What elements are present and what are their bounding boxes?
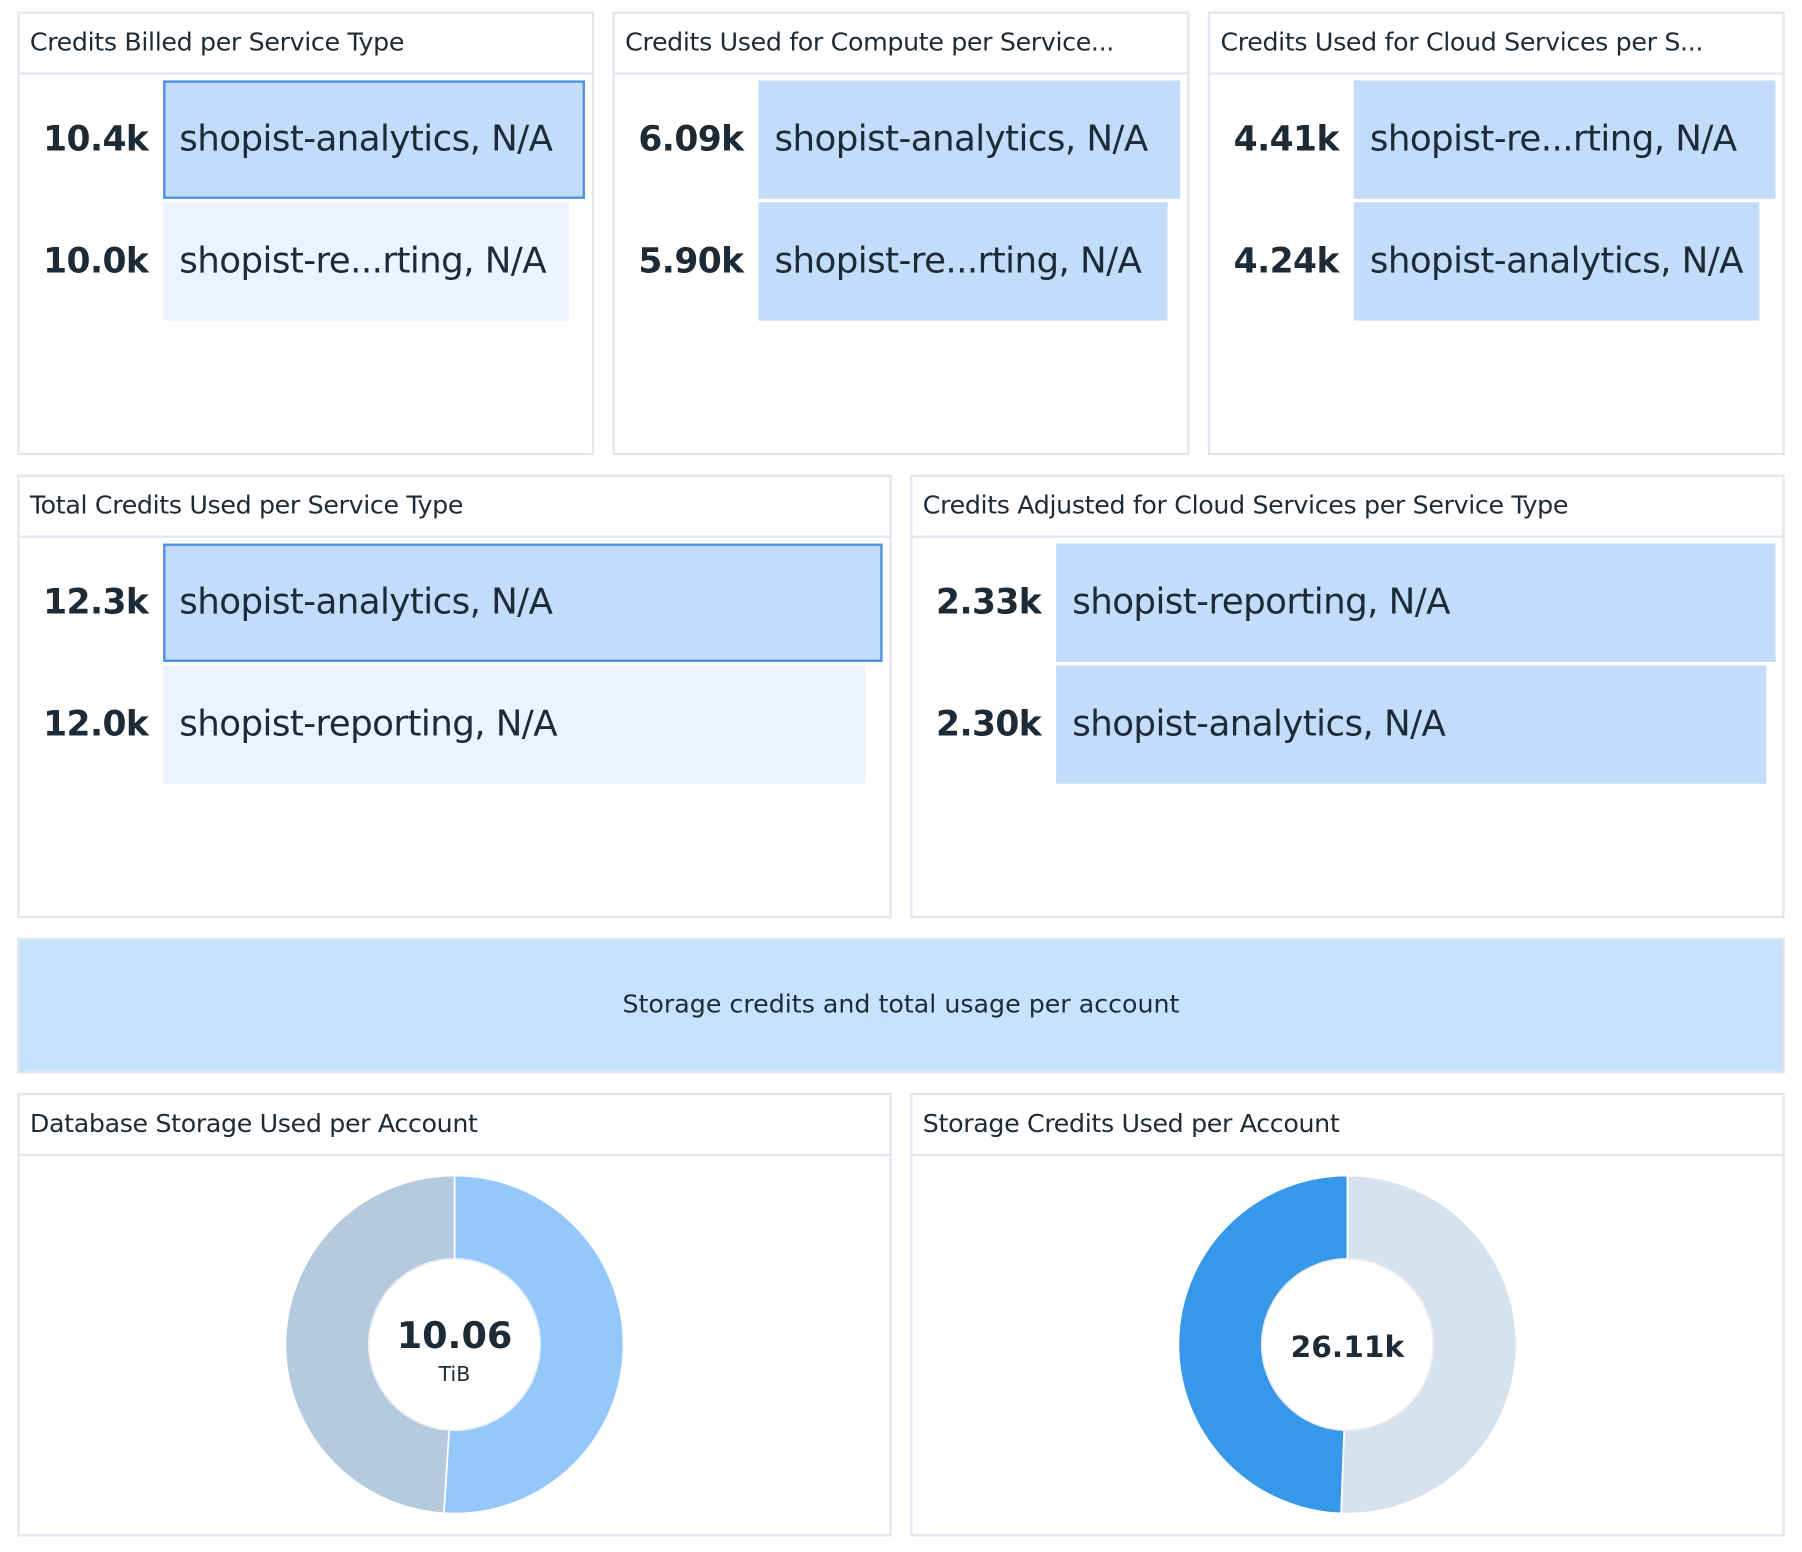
bar-value: 5.90k: [638, 241, 744, 282]
widget-storage-credits[interactable]: Storage Credits Used per Account 26.11k: [910, 1092, 1785, 1537]
widget-title: Storage Credits Used per Account: [912, 1095, 1783, 1157]
widget-credits-adjusted[interactable]: Credits Adjusted for Cloud Services per …: [910, 474, 1785, 919]
bar[interactable]: [163, 665, 866, 784]
bar[interactable]: [1353, 80, 1776, 199]
bar[interactable]: [758, 202, 1168, 321]
bar-row[interactable]: 5.90k shopist-re...rting, N/A: [615, 202, 1187, 321]
widget-credits-cloud-services[interactable]: Credits Used for Cloud Services per S...…: [1207, 11, 1785, 456]
bar[interactable]: [1056, 665, 1767, 784]
bar-row[interactable]: 2.33k shopist-reporting, N/A: [912, 543, 1782, 662]
widget-database-storage[interactable]: Database Storage Used per Account 10.06 Ti…: [17, 1092, 892, 1537]
bar-label: shopist-reporting, N/A: [1072, 581, 1450, 623]
widget-title: Total Credits Used per Service Type: [19, 477, 890, 538]
bar-row[interactable]: 6.09k shopist-analytics, N/A: [615, 80, 1187, 199]
widget-title: Database Storage Used per Account: [19, 1095, 890, 1157]
donut-chart: 26.11k: [1177, 1174, 1518, 1515]
widget-title: Credits Used for Cloud Services per S...: [1210, 14, 1783, 75]
bar-value: 12.3k: [43, 582, 149, 623]
bar-row[interactable]: 10.0k shopist-re...rting, N/A: [20, 202, 592, 321]
donut-unit: TiB: [438, 1362, 471, 1386]
donut-total: 26.11k: [1291, 1330, 1406, 1365]
bar-value: 4.41k: [1233, 119, 1340, 160]
bar[interactable]: [163, 202, 569, 321]
donut-total: 10.06: [397, 1314, 513, 1357]
bar[interactable]: [1056, 543, 1776, 662]
bar-value: 2.33k: [936, 582, 1042, 623]
bar[interactable]: [163, 543, 883, 662]
bar-label: shopist-analytics, N/A: [1369, 240, 1744, 282]
bar-row[interactable]: 2.30k shopist-analytics, N/A: [912, 665, 1782, 784]
bar-label: shopist-re...rting, N/A: [774, 240, 1142, 282]
bar-row[interactable]: 4.41k shopist-re...rting, N/A: [1210, 80, 1782, 199]
bar-row[interactable]: 4.24k shopist-analytics, N/A: [1210, 202, 1782, 321]
bar-value: 2.30k: [936, 704, 1042, 745]
bar-value: 10.0k: [43, 241, 149, 282]
widget-total-credits[interactable]: Total Credits Used per Service Type 12.3k…: [17, 474, 892, 919]
bar-row[interactable]: 12.0k shopist-reporting, N/A: [20, 665, 890, 784]
bar-label: shopist-reporting, N/A: [179, 703, 558, 745]
bar-label: shopist-analytics, N/A: [179, 118, 553, 160]
widget-title: Credits Adjusted for Cloud Services per …: [912, 477, 1783, 538]
widget-title: Credits Used for Compute per Service...: [614, 14, 1188, 75]
donut-chart: 10.06 TiB: [284, 1174, 625, 1515]
widget-credits-billed[interactable]: Credits Billed per Service Type 10.4k shop…: [17, 11, 595, 456]
bar[interactable]: [1353, 202, 1760, 321]
bar-label: shopist-analytics, N/A: [774, 118, 1149, 160]
widget-credits-compute[interactable]: Credits Used for Compute per Service... 6…: [612, 11, 1190, 456]
bar-label: shopist-re...rting, N/A: [179, 240, 547, 282]
section-banner: Storage credits and total usage per acco…: [17, 937, 1785, 1074]
bar-value: 10.4k: [43, 119, 149, 160]
bar-label: shopist-re...rting, N/A: [1369, 118, 1737, 160]
donut-center: [368, 1258, 541, 1431]
bar-label: shopist-analytics, N/A: [1072, 703, 1446, 745]
bar-label: shopist-analytics, N/A: [179, 581, 553, 623]
bar-value: 12.0k: [43, 704, 149, 745]
bar-row[interactable]: 10.4k shopist-analytics, N/A: [20, 80, 592, 199]
bar-row[interactable]: 12.3k shopist-analytics, N/A: [20, 543, 890, 662]
bar[interactable]: [163, 80, 585, 199]
bar[interactable]: [758, 80, 1181, 199]
donut-center: [1261, 1258, 1434, 1431]
bar-value: 4.24k: [1233, 241, 1340, 282]
widget-title: Credits Billed per Service Type: [19, 14, 592, 75]
bar-value: 6.09k: [638, 119, 744, 160]
